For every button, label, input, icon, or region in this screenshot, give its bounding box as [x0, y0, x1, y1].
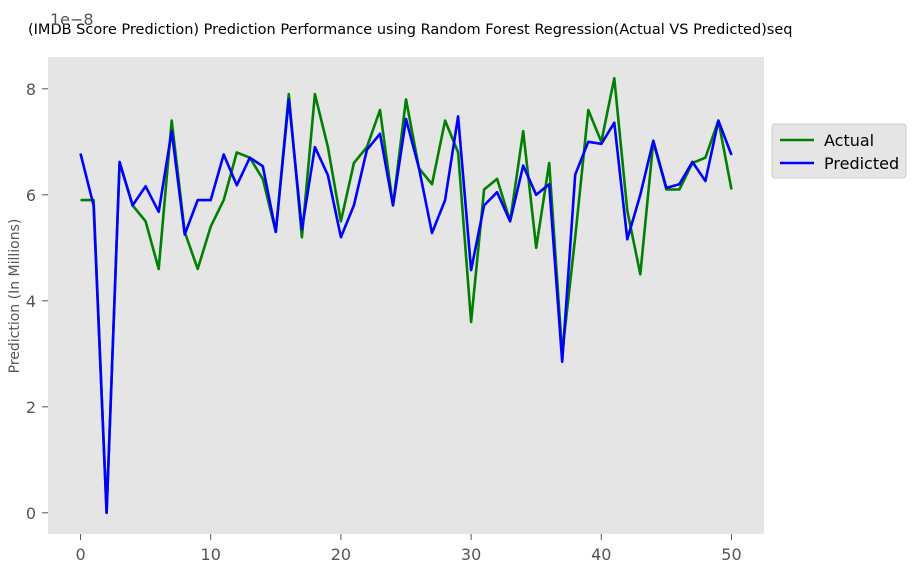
- y-tick-label: 8: [26, 80, 36, 99]
- chart-title: (IMDB Score Prediction) Prediction Perfo…: [28, 22, 793, 38]
- plot-area: [48, 57, 764, 534]
- x-tick-label: 0: [75, 545, 85, 564]
- legend-label-predicted: Predicted: [824, 154, 899, 173]
- y-axis-label: Prediction (In Millions): [7, 219, 23, 374]
- series-line-actual: [80, 76, 733, 515]
- y-tick-label: 6: [26, 186, 36, 205]
- series-line-predicted: [79, 98, 733, 515]
- y-tick-label: 2: [26, 398, 36, 417]
- x-tick-label: 40: [591, 545, 611, 564]
- y-axis: 0 2 4 6 8: [26, 80, 48, 523]
- legend-box: [771, 123, 907, 179]
- x-tick-label: 10: [201, 545, 221, 564]
- y-axis-offset-text: 1e−8: [50, 10, 94, 29]
- y-tick-label: 0: [26, 504, 36, 523]
- x-axis: 0 10 20 30 40 50: [75, 534, 742, 564]
- y-tick-label: 4: [26, 292, 36, 311]
- x-tick-label: 30: [461, 545, 481, 564]
- series-lines: [79, 76, 733, 515]
- x-tick-label: 50: [721, 545, 741, 564]
- legend: Actual Predicted: [771, 123, 907, 179]
- x-tick-label: 20: [331, 545, 351, 564]
- legend-label-actual: Actual: [824, 131, 874, 150]
